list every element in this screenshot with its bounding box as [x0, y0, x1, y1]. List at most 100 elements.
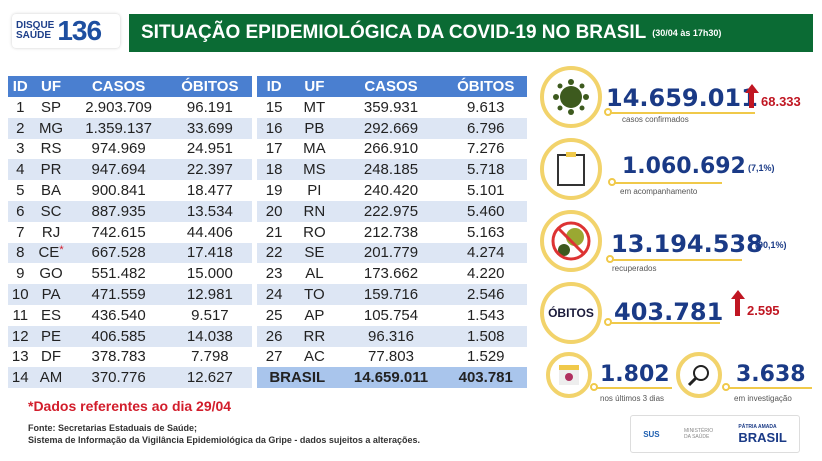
footnote-mark: *	[59, 244, 64, 257]
table-row: 1 SP 2.903.709 96.191	[8, 97, 252, 118]
cell-text: 5.718	[466, 161, 505, 179]
cell-text: AL	[305, 265, 324, 283]
cell-text: 15.000	[186, 265, 233, 283]
sus-logo: SUS	[643, 429, 660, 439]
header-banner: SITUAÇÃO EPIDEMIOLÓGICA DA COVID-19 NO B…	[129, 14, 813, 52]
cell-text: 2	[16, 119, 25, 137]
cell-text: 21	[265, 223, 283, 241]
obitos-cell: 44.406	[168, 222, 252, 243]
cell-text: 159.716	[363, 286, 419, 304]
recovered-label: recuperados	[612, 264, 657, 273]
cell-text: 7.276	[466, 140, 505, 158]
uf-cell: RR	[291, 325, 338, 347]
obitos-cell: 1.543	[445, 305, 528, 326]
uf-cell: TO	[291, 284, 338, 305]
deaths-badge: ÓBITOS	[540, 282, 602, 344]
table-row: 8 CE* 667.528 17.418	[8, 242, 252, 264]
casos-cell: 212.738	[337, 222, 444, 243]
obitos-cell: 5.101	[445, 180, 528, 201]
table-row: 17 MA 266.910 7.276	[257, 139, 527, 160]
id-cell: 21	[257, 222, 291, 243]
casos-cell: 266.910	[337, 139, 444, 160]
confirmed-label: casos confirmados	[622, 115, 689, 124]
cell-text: 12	[11, 327, 29, 345]
id-cell: 7	[8, 222, 33, 243]
uf-cell: AM	[32, 367, 70, 389]
obitos-cell: 7.798	[168, 347, 252, 368]
casos-cell: 105.754	[337, 305, 444, 326]
cell-text: 3	[16, 140, 25, 158]
uf-cell: MG	[32, 117, 70, 139]
cell-text: 11	[12, 306, 29, 324]
cell-text: 266.910	[363, 140, 419, 158]
obitos-cell: 17.418	[167, 242, 252, 264]
table-row: 20 RN 222.975 5.460	[257, 200, 527, 222]
table-row: 2 MG 1.359.137 33.699	[8, 117, 252, 139]
id-cell: 24	[257, 284, 292, 305]
obitos-cell: 12.627	[167, 367, 252, 389]
cell-text: 378.783	[91, 348, 146, 366]
table-row: 22 SE 201.779 4.274	[257, 242, 527, 264]
column-header: CASOS	[337, 76, 445, 97]
obitos-cell: 9.613	[445, 97, 528, 118]
cell-text: 12.627	[186, 369, 233, 387]
government-logos: SUS MINISTÉRIO DA SAÚDE PÁTRIA AMADA BRAS…	[630, 415, 800, 453]
cell-text: MS	[303, 161, 326, 179]
states-table-right: ID UF CASOS ÓBITOS 15 MT 359.931 9.613 16 PB 292.6…	[257, 76, 528, 389]
cell-text: 13	[11, 348, 29, 366]
cell-text: 12.981	[186, 286, 233, 304]
id-cell: 16	[257, 117, 292, 139]
arrow-up-icon	[735, 298, 740, 316]
cell-text: PA	[41, 286, 61, 304]
cell-text: 18	[265, 161, 283, 179]
uf-cell: PB	[291, 117, 338, 139]
cell-text: 4.220	[466, 265, 505, 283]
recovered-pct: (90,1%)	[755, 240, 787, 250]
id-cell: 22	[257, 242, 292, 264]
cell-text: 6.796	[466, 119, 505, 137]
recovered-value: 13.194.538	[611, 230, 763, 258]
id-cell: 8	[8, 242, 33, 264]
cell-text: 292.669	[363, 119, 419, 137]
cell-text: 5.460	[466, 202, 505, 220]
table-row: 19 PI 240.420 5.101	[257, 180, 527, 201]
cell-text: 10	[11, 286, 29, 304]
obitos-cell: 22.397	[167, 159, 252, 181]
cell-text: 6	[16, 202, 25, 220]
cell-text: 248.185	[363, 161, 419, 179]
cell-text: 4	[16, 161, 25, 179]
cell-text: DF	[41, 348, 62, 366]
cell-text: 17.418	[186, 244, 233, 262]
id-cell: 17	[257, 139, 291, 160]
cell-text: 974.969	[91, 140, 146, 158]
casos-cell: 240.420	[337, 180, 444, 201]
uf-cell: BA	[33, 180, 70, 201]
cell-text: 9.613	[466, 98, 505, 116]
last3-label: nos últimos 3 dias	[600, 394, 665, 403]
casos-cell: 292.669	[337, 117, 445, 139]
deaths-value: 403.781	[614, 298, 724, 326]
id-cell: 11	[8, 305, 33, 326]
uf-cell: ES	[33, 305, 70, 326]
cell-text: 887.935	[91, 202, 146, 220]
cell-text: 19	[265, 182, 283, 200]
uf-cell: MA	[291, 139, 337, 160]
id-cell: 10	[8, 284, 33, 305]
casos-cell: 248.185	[337, 159, 445, 181]
casos-cell: 436.540	[70, 305, 168, 326]
obitos-cell: 5.460	[444, 200, 527, 222]
column-header: ID	[257, 76, 292, 97]
id-cell: 15	[257, 97, 291, 118]
cell-text: 13.534	[186, 202, 233, 220]
cell-text: 25	[265, 306, 283, 324]
column-header: ID	[8, 76, 33, 97]
table-row: 24 TO 159.716 2.546	[257, 284, 527, 305]
id-cell: 23	[257, 263, 291, 284]
casos-cell: 77.803	[337, 347, 444, 368]
confirmed-value: 14.659.011	[606, 84, 758, 112]
logo-line2: SAÚDE	[16, 30, 52, 41]
table-row: 10 PA 471.559 12.981	[8, 284, 252, 305]
update-date: (30/04 às 17h30)	[652, 28, 722, 38]
casos-cell: 551.482	[70, 263, 168, 284]
uf-cell: PA	[32, 284, 70, 305]
